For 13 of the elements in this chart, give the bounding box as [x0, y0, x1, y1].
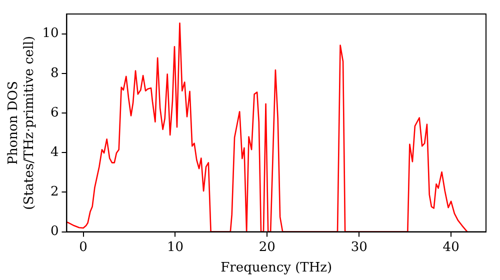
x-tick-label: 0: [79, 240, 88, 255]
y-tick-label: 8: [50, 66, 59, 81]
x-axis-title: Frequency (THz): [220, 260, 332, 276]
x-tick-label: 30: [350, 240, 368, 255]
x-tick-label: 10: [166, 240, 184, 255]
y-tick-label: 0: [50, 224, 59, 240]
y-axis-title: Phonon DOS (States/THz·primitive cell): [6, 36, 37, 210]
y-tick-label: 2: [50, 184, 59, 200]
x-tick-label: 20: [258, 240, 276, 255]
y-tick-label: 10: [42, 26, 59, 42]
y-tick-label: 4: [50, 144, 59, 160]
y-tick-label: 6: [50, 105, 59, 120]
x-tick-label: 40: [442, 240, 460, 255]
